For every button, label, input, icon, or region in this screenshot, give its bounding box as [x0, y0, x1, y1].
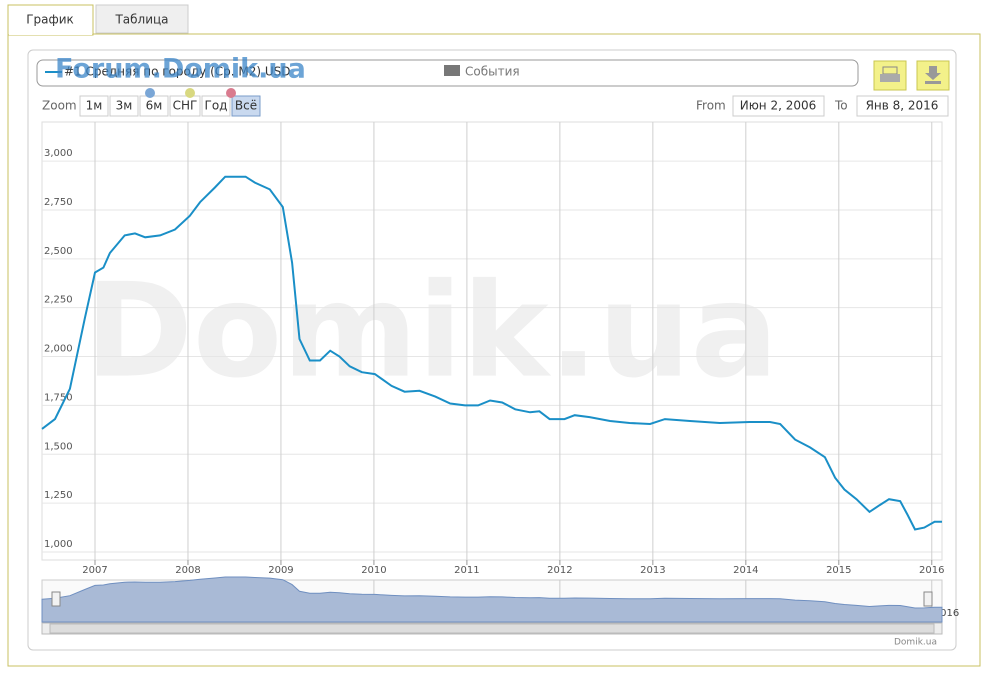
- from-value[interactable]: Июн 2, 2006: [740, 99, 817, 113]
- event-dot: [145, 88, 155, 98]
- x-tick-label: 2014: [733, 565, 758, 576]
- x-tick-label: 2013: [640, 565, 665, 576]
- zoom-buttons: 1м 3м 6м СНГ Год Всё: [79, 95, 261, 117]
- zoom-label: Zoom: [42, 99, 77, 113]
- plot-area: [41, 121, 943, 561]
- icon: [925, 66, 941, 80]
- legend-label[interactable]: События: [465, 65, 520, 79]
- x-tick-label: 2016: [919, 565, 944, 576]
- legend-swatch: [444, 65, 460, 76]
- x-tick-label: 2012: [547, 565, 572, 576]
- watermark: Domik.ua: [85, 255, 778, 407]
- watermark: Forum.Domik.ua: [55, 54, 306, 85]
- y-tick-label: 1,000: [44, 539, 73, 550]
- to-input[interactable]: [856, 95, 949, 117]
- navigator-handle[interactable]: [51, 591, 61, 607]
- y-tick-label: 1,750: [44, 392, 73, 403]
- tab-active[interactable]: [7, 4, 94, 36]
- zoom-button[interactable]: [169, 95, 201, 117]
- tab-label[interactable]: График: [26, 13, 74, 27]
- x-tick-label: 2010: [361, 565, 386, 576]
- scrollbar-thumb[interactable]: [49, 623, 935, 634]
- from-label: From: [696, 99, 726, 113]
- x-tick-label: 2009: [268, 565, 293, 576]
- event-dot: [185, 88, 195, 98]
- zoom-button-label[interactable]: 6м: [146, 99, 163, 113]
- x-tick-label: 2008: [175, 565, 200, 576]
- x-tick-label: 2011: [454, 565, 479, 576]
- plot: 1,000 1,250 1,500 1,750 2,000 2,250 2,500 2,750…: [41, 121, 959, 623]
- from-input[interactable]: [732, 95, 825, 117]
- to-label: To: [834, 99, 848, 113]
- event-dot: [226, 88, 236, 98]
- to-value[interactable]: Янв 8, 2016: [866, 99, 939, 113]
- x-tick-label: 2007: [82, 565, 107, 576]
- zoom-button[interactable]: [201, 95, 231, 117]
- icon: [880, 74, 900, 82]
- y-tick-label: 2,750: [44, 197, 73, 208]
- zoom-button-label[interactable]: СНГ: [173, 99, 198, 113]
- navigator-tick-label: 2016: [934, 608, 959, 619]
- zoom-button-label[interactable]: Всё: [235, 99, 257, 113]
- y-tick-label: 2,500: [44, 246, 73, 257]
- zoom-button[interactable]: [109, 95, 139, 117]
- zoom-button[interactable]: [79, 95, 109, 117]
- credit: Domik.ua: [894, 638, 937, 648]
- zoom-button-label[interactable]: 3м: [116, 99, 133, 113]
- navigator-area: [41, 576, 943, 623]
- navigator-handle[interactable]: [923, 591, 933, 607]
- y-tick-label: 2,000: [44, 344, 73, 355]
- y-tick-label: 1,250: [44, 490, 73, 501]
- y-tick-label: 2,250: [44, 295, 73, 306]
- y-tick-label: 1,500: [44, 441, 73, 452]
- x-tick-label: 2015: [826, 565, 851, 576]
- series-line: [41, 175, 942, 531]
- tab-label[interactable]: Таблица: [114, 13, 168, 27]
- zoom-button-label[interactable]: Год: [205, 99, 228, 113]
- y-tick-label: 3,000: [44, 148, 73, 159]
- legend-label[interactable]: #1 Средняя по городу (Ср. М2) USD: [64, 65, 291, 79]
- tab[interactable]: [95, 4, 189, 34]
- icon: [925, 81, 941, 84]
- zoom-button-label[interactable]: 1м: [86, 99, 103, 113]
- zoom-button[interactable]: [231, 95, 261, 117]
- chart-frame: [27, 49, 957, 651]
